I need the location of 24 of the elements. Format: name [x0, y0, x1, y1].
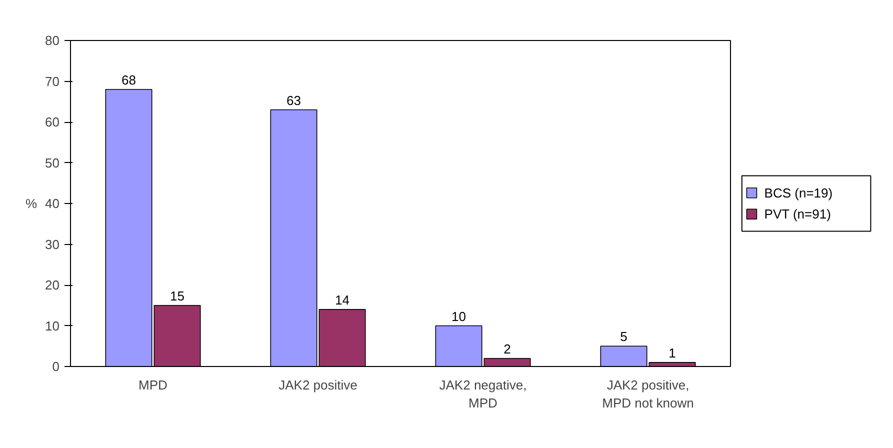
y-tick-label: 50 — [45, 155, 60, 170]
y-tick-label: 30 — [45, 236, 60, 252]
data-label: 14 — [335, 292, 350, 308]
y-tick-label: 80 — [45, 33, 60, 48]
x-tick-label: JAK2 positive — [278, 378, 358, 392]
data-label: 5 — [620, 329, 628, 344]
y-tick-label: 20 — [45, 278, 60, 292]
legend-label: PVT (n=91) — [764, 206, 831, 222]
y-tick-label: 60 — [45, 114, 60, 130]
y-tick-label: 40 — [45, 196, 60, 211]
y-tick-label: 10 — [45, 318, 60, 334]
x-tick-label: JAK2 negative, MPD — [439, 378, 527, 410]
x-tick-label: JAK2 positive, MPD not known — [602, 378, 694, 410]
data-label: 15 — [170, 288, 184, 304]
data-label: 63 — [286, 92, 301, 108]
y-axis-title: % — [25, 196, 38, 211]
data-label: 10 — [452, 308, 466, 324]
data-label: 2 — [504, 341, 511, 356]
data-label: 68 — [122, 72, 136, 88]
y-tick-label: 0 — [52, 359, 60, 374]
legend-label: BCS (n=19) — [764, 185, 833, 200]
x-tick-label: MPD — [138, 378, 168, 392]
y-tick-label: 70 — [45, 74, 60, 89]
data-label: 1 — [668, 345, 676, 360]
